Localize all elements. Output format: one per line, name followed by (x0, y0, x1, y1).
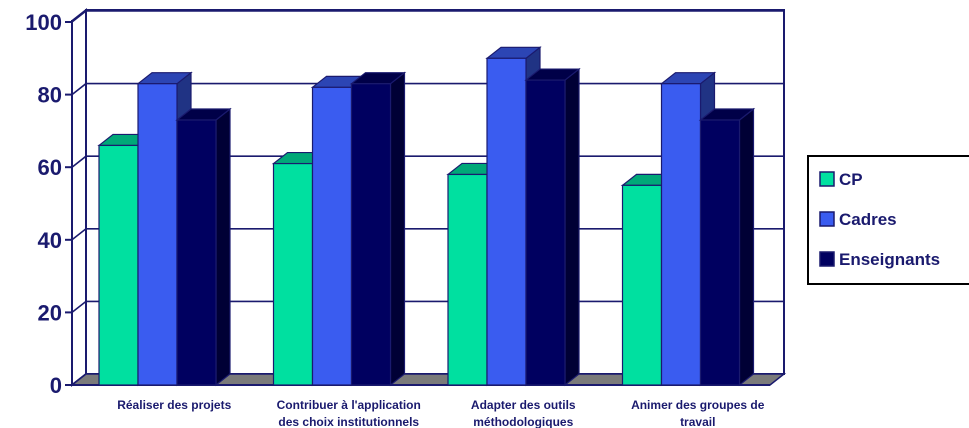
y-axis: 0 20 40 60 80 100 (25, 10, 73, 398)
bar-group (271, 71, 407, 387)
bar-front (621, 184, 663, 386)
bars (97, 46, 756, 387)
bar-group (97, 71, 232, 387)
legend-label: Cadres (839, 210, 897, 229)
gridline (71, 10, 784, 23)
x-tick-label: Contribuer à l'application des choix inst… (277, 398, 421, 428)
bar-front (350, 83, 392, 386)
bar-enseignants (698, 107, 756, 387)
legend-swatch (819, 211, 835, 227)
bar-group (446, 46, 581, 387)
y-tick-label: 0 (50, 373, 62, 398)
legend-item-cadres: Cadres (819, 210, 897, 229)
bar-front (98, 144, 139, 386)
legend-swatch (819, 251, 835, 267)
x-axis-labels: Réaliser des projets Contribuer à l'appli… (117, 398, 765, 428)
bar-side (738, 107, 755, 387)
bar-front (176, 119, 217, 386)
bar-front (447, 173, 488, 386)
bar-front (137, 83, 178, 386)
bar-enseignants (175, 107, 232, 387)
legend-swatch (819, 171, 835, 187)
y-tick-label: 40 (38, 228, 62, 253)
bar-front (525, 79, 566, 386)
bar-front (699, 119, 741, 386)
x-tick-label: Adapter des outils méthodologiques (471, 398, 576, 428)
bar-front (660, 83, 702, 386)
y-tick-label: 20 (38, 300, 62, 325)
plot-side-wall (71, 7, 87, 388)
x-tick-label: Réaliser des projets (117, 398, 231, 412)
bar-front (272, 162, 314, 386)
y-tick-label: 100 (25, 10, 62, 35)
legend-label: Enseignants (839, 250, 940, 269)
bar-side (564, 67, 580, 387)
bar-front (486, 57, 527, 386)
bar-side (215, 107, 231, 387)
legend-item-enseignants: Enseignants (819, 250, 940, 269)
x-tick-label: Animer des groupes de travail (631, 398, 765, 428)
bar-group (620, 71, 756, 387)
legend-label: CP (839, 170, 863, 189)
legend: CP Cadres Enseignants (807, 155, 969, 285)
bar-enseignants (349, 71, 407, 387)
y-tick-label: 60 (38, 155, 62, 180)
legend-box (807, 155, 969, 285)
y-tick-label: 80 (38, 83, 62, 108)
bar-side (389, 71, 406, 387)
bar-enseignants (524, 67, 581, 387)
bar-front (311, 86, 353, 386)
legend-item-cp: CP (819, 170, 863, 189)
